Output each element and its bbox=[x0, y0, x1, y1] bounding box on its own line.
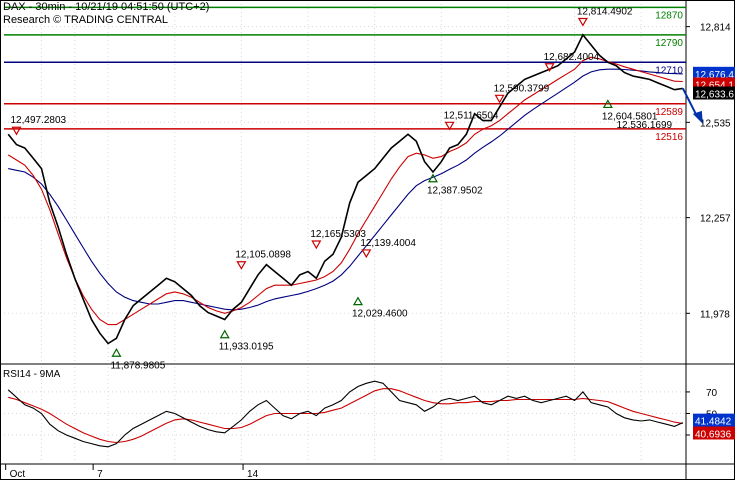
pivot-label: 12,105.0898 bbox=[235, 250, 291, 261]
pivot-high-marker bbox=[577, 17, 588, 27]
pivot-label: 12,511.6504 bbox=[444, 110, 499, 121]
rsi-series-RSI14 bbox=[7, 380, 684, 448]
chart-title: DAX - 30min - 10/21/19 04:51:50 (UTC+2) bbox=[3, 1, 210, 13]
level-label: 12710 bbox=[655, 65, 683, 76]
level-label: 12589 bbox=[655, 107, 683, 118]
y-tick-label: 12,814 bbox=[700, 23, 731, 34]
pivot-label: 12,497.2803 bbox=[10, 115, 66, 126]
pivot-low-marker bbox=[111, 348, 122, 357]
y-tick-label: 12,535 bbox=[700, 118, 731, 129]
rsi-series-9MA bbox=[8, 388, 683, 444]
pivot-label: 12,029.4600 bbox=[352, 309, 408, 320]
series-ma-blue bbox=[8, 68, 683, 311]
pivot-high-marker bbox=[361, 249, 372, 259]
x-tick-label: 14 bbox=[247, 469, 259, 480]
pivot-label: 12,165.5303 bbox=[310, 229, 366, 240]
level-label: 12790 bbox=[655, 38, 683, 49]
rsi-title: RSI14 - 9MA bbox=[3, 369, 61, 380]
level-label: 12870 bbox=[655, 10, 683, 21]
pivot-label: 11,878.9805 bbox=[110, 360, 165, 371]
series-price bbox=[7, 33, 683, 345]
rsi-badge-label: 40.6936 bbox=[695, 429, 732, 440]
pivot-label: 11,933.0195 bbox=[219, 342, 274, 353]
pivot-low-marker bbox=[219, 329, 230, 339]
pivot-high-marker bbox=[544, 63, 555, 72]
rsi-y-tick-label: 70 bbox=[706, 388, 718, 399]
price-badge-label: 12,633.6 bbox=[695, 89, 734, 100]
pivot-low-marker bbox=[602, 99, 613, 109]
pivot-label: 12,814.4902 bbox=[577, 6, 633, 17]
pivot-high-marker bbox=[311, 240, 322, 250]
pivot-high-marker bbox=[444, 121, 455, 131]
series-ma-red bbox=[7, 56, 683, 326]
x-tick-label: Oct bbox=[10, 469, 26, 480]
target-label: 12,536.1699 bbox=[617, 120, 673, 131]
rsi-badge bbox=[693, 426, 735, 440]
pivot-label: 12,590.3799 bbox=[494, 83, 550, 94]
pivot-high-marker bbox=[236, 261, 247, 270]
pivot-label: 12,139.4004 bbox=[360, 238, 416, 249]
y-tick-label: 11,978 bbox=[700, 309, 730, 320]
rsi-badge-label: 41.4842 bbox=[695, 417, 732, 428]
pivot-high-marker bbox=[494, 94, 505, 104]
forecast-arrow-shaft bbox=[681, 87, 698, 117]
pivot-low-marker bbox=[352, 296, 364, 306]
pivot-low-marker bbox=[427, 173, 438, 183]
price-badge bbox=[693, 66, 735, 80]
x-tick-label: 7 bbox=[97, 469, 103, 480]
price-badge-label: 12,676.4 bbox=[695, 70, 734, 81]
rsi-badge bbox=[693, 413, 735, 427]
pivot-label: 12,387.9502 bbox=[427, 186, 483, 197]
level-label: 12516 bbox=[655, 132, 683, 143]
pivot-label: 12,604.5801 bbox=[602, 111, 658, 122]
forecast-arrow-head bbox=[692, 110, 703, 124]
pivot-high-marker bbox=[11, 126, 22, 136]
pivot-label: 12,682.4004 bbox=[544, 52, 600, 63]
chart-source: Research © TRADING CENTRAL bbox=[3, 14, 168, 26]
price-badge-label: 12,654.1 bbox=[695, 80, 734, 91]
price-badge bbox=[693, 86, 735, 100]
y-tick-label: 12,257 bbox=[700, 214, 731, 225]
